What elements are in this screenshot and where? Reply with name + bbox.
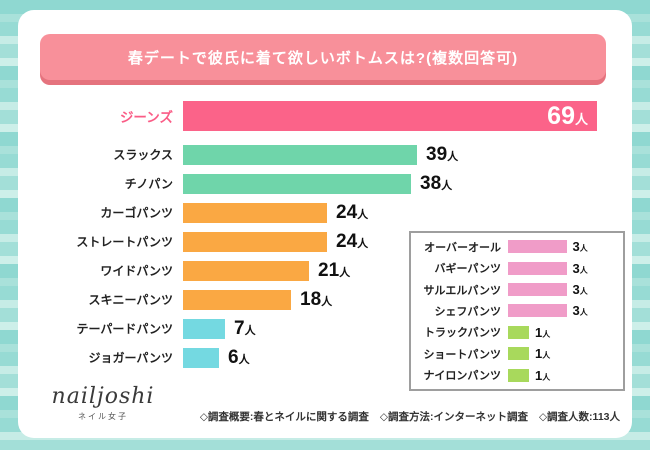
inset-bar [508, 325, 529, 339]
inset-bar [508, 240, 567, 254]
inset-bar-label: ショートパンツ [423, 348, 501, 361]
bar [183, 144, 417, 165]
bar-value: 1人 [535, 324, 551, 340]
bar [183, 260, 309, 281]
inset-bar-row: トラックパンツ 1人 [411, 322, 623, 343]
inset-bar-label: シェフパンツ [434, 305, 501, 318]
bar-row: ワイドパンツ 21人 [40, 256, 616, 285]
bar-label: テーパードパンツ [76, 322, 173, 336]
bar-value: 21人 [318, 259, 351, 281]
bar [183, 318, 225, 339]
inset-bar-row: シェフパンツ 3人 [411, 300, 623, 321]
bar [183, 289, 291, 310]
inset-bar-row: バギーパンツ 3人 [411, 258, 623, 279]
bar-value: 24人 [336, 201, 369, 223]
bar-value: 1人 [535, 346, 551, 362]
inset-bar-label: バギーパンツ [434, 263, 501, 276]
bar-label: ジョガーパンツ [88, 351, 173, 365]
bar-label: ジーンズ [119, 110, 173, 125]
inset-bar [508, 283, 567, 297]
inset-bar-label: サルエルパンツ [423, 284, 501, 297]
survey-info-item: ◇調査概要:春とネイルに関する調査 [199, 411, 369, 423]
bar-row: スラックス 39人 [40, 140, 616, 169]
bar [183, 173, 411, 194]
inset-bar [508, 368, 529, 382]
bar-row: ジョガーパンツ 6人 [40, 343, 616, 372]
bar-row: カーゴパンツ 24人 [40, 198, 616, 227]
inset-bar-row: ショートパンツ 1人 [411, 343, 623, 364]
infographic-card: 春デートで彼氏に着て欲しいボトムスは?(複数回答可) ジーンズ 69人スラックス 3… [18, 10, 632, 438]
survey-info-item: ◇調査方法:インターネット調査 [379, 411, 528, 423]
survey-info-item: ◇調査人数:113人 [538, 411, 620, 423]
inset-bar-label: オーバーオール [424, 241, 501, 254]
bar-value: 3人 [572, 239, 588, 255]
inset-bar [508, 304, 567, 318]
bar [183, 347, 219, 368]
inset-bar-label: ナイロンパンツ [423, 370, 501, 383]
bar-value: 69人 [547, 101, 588, 130]
bar-value: 39人 [426, 143, 459, 165]
bar-row: ジーンズ 69人 [40, 98, 616, 134]
title-banner: 春デートで彼氏に着て欲しいボトムスは?(複数回答可) [40, 34, 606, 80]
inset-bar-label: トラックパンツ [424, 327, 501, 340]
bar-value: 3人 [572, 282, 588, 298]
bar-value: 7人 [234, 317, 256, 339]
minor-items-box: オーバーオール 3人 バギーパンツ 3人 サルエルパンツ 3人 シェフパンツ 3人 トラックパン… [409, 231, 625, 391]
main-chart: ジーンズ 69人 スラックス 39人 チノパン 38人 カーゴパンツ 24人 ストレートパンツ 2… [40, 98, 616, 372]
bar-row: スキニーパンツ 18人 [40, 285, 616, 314]
inset-bar-row: サルエルパンツ 3人 [411, 279, 623, 300]
bar-value: 18人 [300, 288, 333, 310]
bar-value: 38人 [420, 172, 453, 194]
inset-bar-row: ナイロンパンツ 1人 [411, 364, 623, 385]
brand-logo: nailjoshi ネイル女子 [42, 386, 164, 422]
brand-logo-name: nailjoshi [51, 384, 155, 409]
bar [183, 231, 327, 252]
bar-value: 24人 [336, 230, 369, 252]
bar-value: 3人 [572, 303, 588, 319]
bar-label: カーゴパンツ [100, 206, 173, 220]
survey-info: ◇調査概要:春とネイルに関する調査 ◇調査方法:インターネット調査 ◇調査人数:11… [200, 409, 620, 424]
bar-label: スラックス [113, 148, 173, 162]
bar: 69人 [183, 101, 597, 131]
bar-value: 3人 [572, 260, 588, 276]
bar [183, 202, 327, 223]
bar-label: ワイドパンツ [100, 264, 173, 278]
bar-value: 6人 [228, 346, 250, 368]
bar-row: テーパードパンツ 7人 [40, 314, 616, 343]
page-title: 春デートで彼氏に着て欲しいボトムスは?(複数回答可) [127, 49, 519, 67]
bar-value: 1人 [535, 367, 551, 383]
bar-label: ストレートパンツ [76, 235, 173, 249]
bar-row: チノパン 38人 [40, 169, 616, 198]
inset-bar [508, 347, 529, 361]
brand-logo-subtitle: ネイル女子 [78, 412, 128, 421]
inset-bar-row: オーバーオール 3人 [411, 236, 623, 257]
inset-bar [508, 261, 567, 275]
bar-label: チノパン [124, 177, 173, 191]
bar-row: ストレートパンツ 24人 [40, 227, 616, 256]
bar-label: スキニーパンツ [88, 293, 173, 307]
